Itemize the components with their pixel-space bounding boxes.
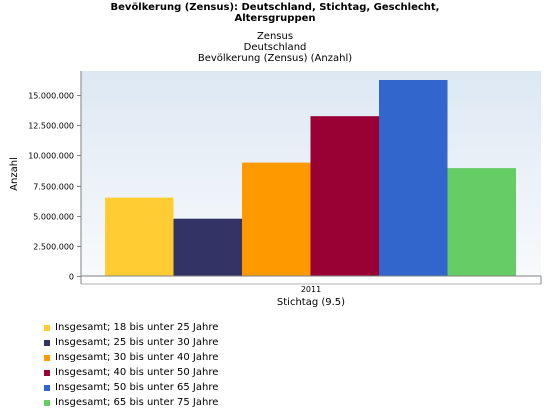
y-tick-label: 10.000.000 [28, 152, 74, 161]
legend-label: Insgesamt; 50 bis unter 65 Jahre [55, 382, 219, 393]
legend-label: Insgesamt; 25 bis unter 30 Jahre [55, 337, 219, 348]
legend-swatch [44, 354, 50, 361]
y-tick-label: 0 [69, 273, 74, 282]
legend-swatch [44, 384, 50, 391]
y-tick-label: 7.500.000 [33, 183, 74, 192]
legend-label: Insgesamt; 18 bis unter 25 Jahre [55, 322, 219, 333]
x-category-label: 2011 [301, 285, 321, 294]
y-tick-label: 2.500.000 [33, 243, 74, 252]
legend-item[interactable]: Insgesamt; 50 bis unter 65 Jahre [44, 380, 218, 395]
legend-item[interactable]: Insgesamt; 40 bis unter 50 Jahre [44, 365, 218, 380]
legend-swatch [44, 339, 50, 346]
y-tick-label: 5.000.000 [33, 213, 74, 222]
chart-subtitle-line-2: Deutschland [243, 42, 307, 53]
legend-item[interactable]: Insgesamt; 30 bis unter 40 Jahre [44, 350, 218, 365]
bar-3[interactable] [242, 162, 311, 276]
chart-title: Bevölkerung (Zensus): Deutschland, Stich… [0, 2, 550, 24]
chart-subtitle-line-3: Bevölkerung (Zensus) (Anzahl) [197, 53, 353, 64]
y-tick-label: 15.000.000 [28, 92, 74, 101]
bar-chart: 0 2.500.000 5.000.000 7.500.000 10.000.000 12… [9, 71, 542, 308]
bar-1[interactable] [105, 197, 174, 276]
legend-label: Insgesamt; 30 bis unter 40 Jahre [55, 352, 219, 363]
legend-label: Insgesamt; 65 bis unter 75 Jahre [55, 397, 219, 408]
legend-swatch [44, 369, 50, 376]
bar-5[interactable] [379, 80, 448, 276]
bar-2[interactable] [173, 218, 243, 276]
chart-title-line-1: Bevölkerung (Zensus): Deutschland, Stich… [110, 2, 440, 13]
bar-4[interactable] [310, 116, 380, 276]
legend: Insgesamt; 18 bis unter 25 Jahre Insgesam… [44, 320, 218, 410]
bar-6[interactable] [447, 168, 517, 276]
y-tick-label: 12.500.000 [28, 122, 74, 131]
legend-item[interactable]: Insgesamt; 18 bis unter 25 Jahre [44, 320, 218, 335]
legend-item[interactable]: Insgesamt; 65 bis unter 75 Jahre [44, 395, 218, 410]
chart-subtitle: Zensus Deutschland Bevölkerung (Zensus) … [0, 31, 550, 64]
chart-title-line-2: Altersgruppen [234, 13, 316, 24]
legend-swatch [44, 399, 50, 406]
x-axis-title: Stichtag (9.5) [277, 297, 345, 308]
legend-label: Insgesamt; 40 bis unter 50 Jahre [55, 367, 219, 378]
legend-item[interactable]: Insgesamt; 25 bis unter 30 Jahre [44, 335, 218, 350]
chart-subtitle-line-1: Zensus [256, 31, 294, 42]
y-axis-title: Anzahl [9, 157, 20, 191]
legend-swatch [44, 324, 50, 331]
